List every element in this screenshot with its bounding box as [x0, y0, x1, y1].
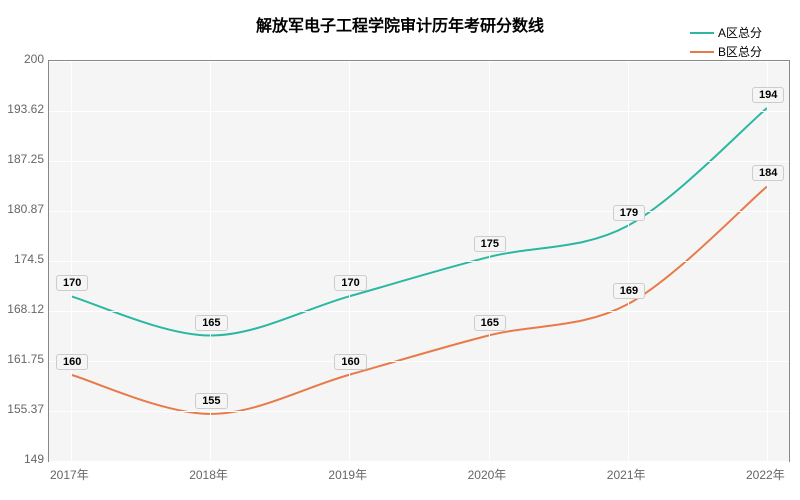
legend-item-1: B区总分 — [690, 43, 762, 60]
y-axis-label: 193.62 — [7, 102, 44, 116]
point-label: 179 — [613, 205, 645, 221]
y-axis-label: 174.5 — [14, 252, 44, 266]
grid-line-v — [767, 61, 768, 461]
x-axis-label: 2019年 — [328, 466, 367, 483]
chart-container: 解放军电子工程学院审计历年考研分数线 A区总分 B区总分 149 155.37 161… — [0, 0, 800, 500]
point-label: 170 — [56, 275, 88, 291]
y-axis-label: 180.87 — [7, 202, 44, 216]
y-axis-label: 155.37 — [7, 402, 44, 416]
grid-line-h — [49, 211, 789, 212]
grid-line-v — [628, 61, 629, 461]
y-axis-label: 149 — [24, 452, 44, 466]
grid-line-h — [49, 111, 789, 112]
grid-line-h — [49, 361, 789, 362]
point-label: 160 — [56, 354, 88, 370]
point-label: 155 — [195, 393, 227, 409]
y-axis-label: 187.25 — [7, 152, 44, 166]
grid-line-h — [49, 461, 789, 462]
grid-line-v — [71, 61, 72, 461]
plot-area — [48, 60, 790, 462]
point-label: 170 — [334, 275, 366, 291]
grid-line-v — [489, 61, 490, 461]
x-axis-label: 2021年 — [607, 466, 646, 483]
y-axis-label: 161.75 — [7, 352, 44, 366]
point-label: 175 — [474, 236, 506, 252]
point-label: 194 — [752, 87, 784, 103]
point-label: 165 — [195, 315, 227, 331]
series-line-1 — [71, 186, 767, 413]
x-axis-label: 2022年 — [746, 466, 785, 483]
legend: A区总分 B区总分 — [690, 24, 762, 62]
y-axis-label: 200 — [24, 52, 44, 66]
point-label: 165 — [474, 315, 506, 331]
legend-label: B区总分 — [718, 43, 762, 60]
grid-line-h — [49, 161, 789, 162]
point-label: 160 — [334, 354, 366, 370]
chart-title: 解放军电子工程学院审计历年考研分数线 — [0, 12, 800, 36]
point-label: 184 — [752, 165, 784, 181]
point-label: 169 — [613, 283, 645, 299]
legend-label: A区总分 — [718, 24, 762, 41]
grid-line-h — [49, 61, 789, 62]
x-axis-label: 2018年 — [189, 466, 228, 483]
x-axis-label: 2020年 — [468, 466, 507, 483]
x-axis-label: 2017年 — [50, 466, 89, 483]
y-axis-label: 168.12 — [7, 302, 44, 316]
legend-line-icon — [690, 51, 714, 53]
grid-line-h — [49, 261, 789, 262]
grid-line-h — [49, 411, 789, 412]
legend-line-icon — [690, 32, 714, 34]
series-line-0 — [71, 108, 767, 335]
grid-line-v — [349, 61, 350, 461]
grid-line-h — [49, 311, 789, 312]
legend-item-0: A区总分 — [690, 24, 762, 41]
